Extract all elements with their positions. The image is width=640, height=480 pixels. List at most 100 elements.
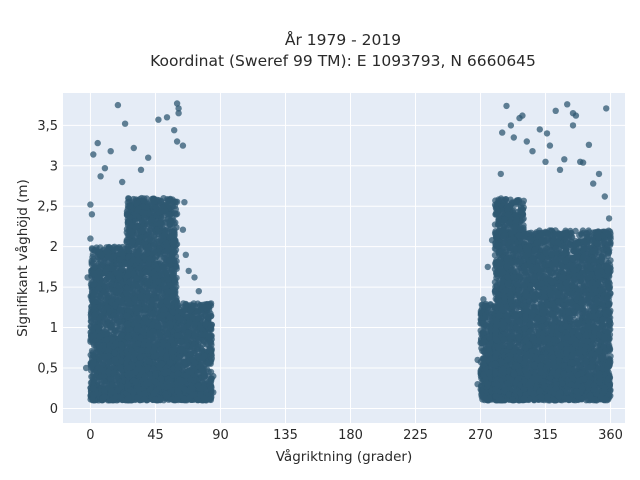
cloud-point [174, 332, 181, 339]
cloud-point [126, 278, 133, 286]
cloud-point [156, 363, 163, 371]
cloud-point [173, 198, 181, 205]
cloud-point [143, 204, 150, 211]
cloud-point [137, 293, 144, 300]
cloud-point [124, 272, 132, 279]
cloud-point [137, 327, 145, 334]
cloud-point [139, 227, 146, 234]
cloud-point [196, 385, 204, 392]
cloud-point [90, 360, 97, 367]
cloud-point [96, 292, 104, 300]
cloud-point [88, 261, 96, 268]
cloud-point [115, 297, 123, 305]
cloud-point [132, 378, 139, 386]
cloud-point [108, 264, 116, 272]
cloud-point [152, 254, 160, 261]
cloud-point [118, 332, 125, 339]
cloud-point [183, 342, 190, 349]
cloud-point [178, 377, 185, 385]
cloud-point [101, 315, 108, 322]
cloud-point [101, 387, 108, 394]
cloud-point [149, 310, 157, 317]
cloud-point [184, 334, 191, 341]
cloud-point [170, 285, 177, 293]
cloud-point [108, 280, 115, 288]
cloud-point [198, 347, 205, 354]
cloud-point [142, 305, 149, 312]
cloud-point [91, 311, 99, 318]
cloud-point [148, 222, 156, 230]
cloud-point [126, 203, 133, 210]
cloud-point [107, 323, 115, 330]
cloud-point [164, 288, 171, 295]
cloud-point [124, 334, 132, 341]
chart-title-line-2: Koordinat (Sweref 99 TM): E 1093793, N 6… [150, 52, 536, 70]
cloud-point [144, 281, 151, 288]
cloud-point [131, 296, 138, 303]
cloud-point [129, 286, 137, 293]
cloud-point [90, 375, 97, 383]
cloud-point [191, 331, 198, 339]
cloud-point [150, 390, 158, 397]
cloud-point [196, 391, 204, 399]
cloud-point [191, 321, 198, 328]
cloud-point [151, 288, 158, 295]
cloud-point [115, 282, 122, 290]
cloud-point [175, 325, 182, 333]
cloud-point [150, 198, 158, 205]
cloud-point [124, 299, 131, 306]
cloud-point [111, 243, 118, 250]
cloud-point [96, 324, 103, 331]
cloud-point [146, 255, 153, 263]
cloud-point [110, 330, 118, 337]
cloud-point [135, 360, 142, 368]
cloud-point [123, 312, 130, 319]
cloud-point [189, 391, 196, 399]
cloud-point [157, 346, 164, 354]
cloud-point [97, 366, 105, 373]
cloud-point [95, 285, 103, 292]
cloud-point [151, 378, 158, 385]
cloud-point [125, 326, 132, 333]
cloud-point [116, 270, 123, 278]
cloud-point [174, 370, 182, 377]
cloud-point [171, 231, 178, 238]
cloud-point [145, 342, 152, 349]
cloud-point [154, 323, 161, 330]
cloud-point [158, 197, 165, 205]
cloud-point [112, 340, 119, 347]
cloud-point [103, 247, 111, 255]
cloud-point [157, 270, 165, 277]
cloud-point [139, 209, 146, 216]
cloud-point [169, 293, 177, 300]
cloud-point [118, 321, 125, 328]
cloud-point [163, 330, 171, 337]
cloud-point [95, 268, 103, 275]
cloud-point [159, 264, 167, 271]
cloud-point [130, 388, 137, 396]
cloud-point [171, 248, 178, 256]
cloud-point [136, 270, 144, 277]
cloud-point [194, 309, 201, 316]
cloud-point [89, 385, 97, 392]
cloud-point [123, 238, 130, 245]
cloud-point [156, 220, 163, 227]
cloud-point [166, 320, 173, 327]
cloud-point [177, 338, 185, 345]
cloud-point [181, 305, 188, 312]
cloud-point [104, 253, 112, 261]
cloud-point [190, 350, 197, 357]
cloud-point [163, 248, 170, 255]
cloud-point [100, 378, 108, 385]
cloud-point [181, 386, 189, 393]
cloud-point [163, 393, 170, 400]
cloud-point [139, 286, 146, 293]
cloud-point [152, 396, 159, 403]
cloud-point [152, 371, 159, 379]
cloud-point [174, 387, 182, 395]
cloud-point [135, 249, 142, 256]
cloud-point [177, 316, 184, 323]
cloud-point [141, 395, 148, 403]
cloud-point [142, 268, 150, 276]
cloud-point [199, 354, 206, 362]
